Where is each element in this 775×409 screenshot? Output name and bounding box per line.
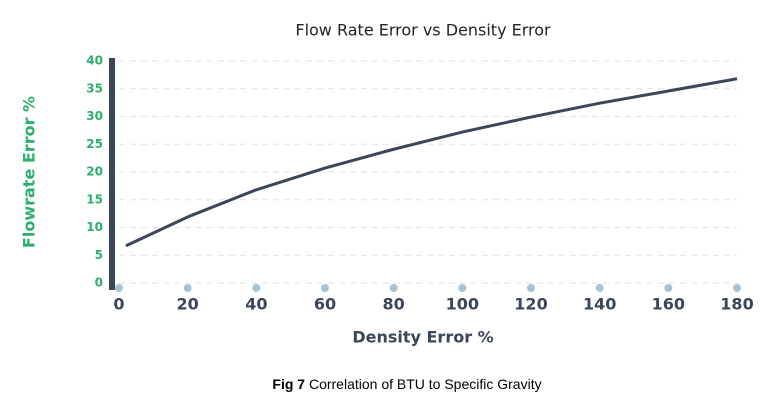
- y-tick-label: 20: [86, 165, 103, 179]
- caption: Fig 7 Correlation of BTU to Specific Gra…: [272, 376, 541, 392]
- y-tick-label: 0: [95, 276, 103, 290]
- x-tick-label: 160: [652, 295, 685, 314]
- x-tick-mark: [664, 284, 673, 292]
- chart-title: Flow Rate Error vs Density Error: [295, 21, 551, 40]
- x-tick-label: 60: [314, 295, 336, 314]
- x-tick-label: 100: [446, 295, 479, 314]
- x-tick-mark: [183, 284, 192, 292]
- y-tick-label: 25: [86, 137, 103, 151]
- x-tick-mark: [115, 284, 123, 292]
- x-tick-mark: [527, 284, 535, 292]
- x-tick-mark: [458, 284, 467, 292]
- y-axis: [109, 58, 115, 290]
- caption-label: Fig 7: [272, 376, 305, 392]
- caption-text: Correlation of BTU to Specific Gravity: [309, 376, 542, 392]
- x-tick-label: 120: [514, 295, 547, 314]
- y-tick-label: 35: [86, 81, 103, 95]
- x-tick-label: 20: [177, 295, 199, 314]
- y-tick-label: 5: [95, 248, 103, 262]
- x-tick-mark: [321, 284, 329, 292]
- x-tick-label: 80: [383, 295, 405, 314]
- x-tick-label: 140: [583, 295, 616, 314]
- y-axis-label: Flowrate Error %: [20, 96, 39, 248]
- x-tick-label: 0: [113, 295, 124, 314]
- x-axis-label: Density Error %: [352, 328, 493, 347]
- y-tick-label: 10: [86, 220, 103, 234]
- x-tick-mark: [595, 284, 604, 292]
- y-tick-label: 40: [86, 54, 103, 68]
- x-tick-label: 40: [245, 295, 267, 314]
- x-tick-label: 180: [720, 295, 753, 314]
- y-tick-label: 30: [86, 109, 103, 123]
- x-tick-mark: [389, 284, 398, 292]
- line: [125, 77, 738, 248]
- x-tick-mark: [252, 284, 261, 292]
- x-tick-mark: [733, 284, 741, 292]
- y-tick-label: 15: [86, 192, 103, 206]
